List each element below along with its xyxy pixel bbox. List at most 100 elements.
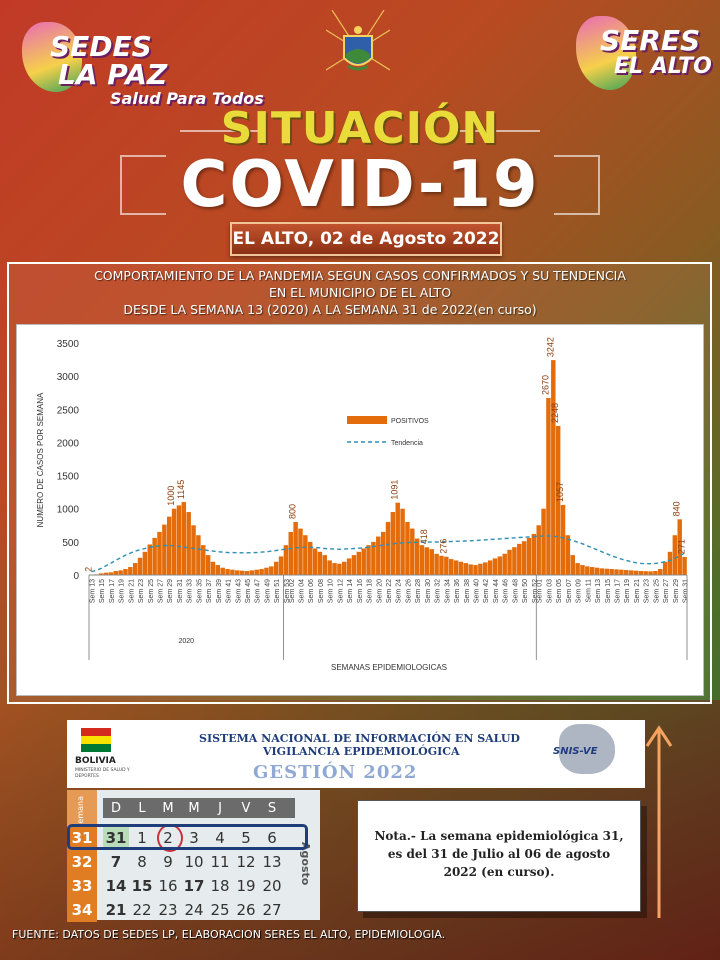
bar-positivos	[444, 556, 449, 575]
calendar-header-row: D L M M J V S	[103, 796, 285, 820]
bar-positivos	[283, 545, 289, 575]
x-tick-label: Sem 18	[367, 579, 374, 603]
calendar-day: 22	[132, 901, 152, 919]
calendar-day: 11	[210, 853, 230, 871]
x-tick-label: Sem 23	[138, 579, 145, 603]
x-tick-label: Sem 40	[474, 579, 481, 603]
bar-positivos	[356, 551, 362, 575]
bar-positivos	[653, 571, 658, 575]
bar-positivos	[235, 570, 240, 575]
bar-positivos	[128, 567, 133, 575]
bar-positivos	[210, 561, 216, 575]
bar-positivos	[555, 425, 561, 575]
bar-positivos	[196, 535, 201, 575]
x-tick-label: Sem 52	[532, 579, 539, 603]
x-tick-label: Sem 50	[522, 579, 529, 603]
bar-positivos	[152, 537, 157, 575]
calendar-day: 10	[184, 853, 204, 871]
bar-positivos	[298, 528, 303, 575]
bar-positivos	[254, 569, 259, 575]
x-tick-label: Sem 27	[157, 579, 164, 603]
x-tick-label: Sem 41	[226, 579, 233, 603]
bar-positivos	[361, 548, 366, 575]
y-tick-label: 1500	[57, 472, 80, 483]
calendar-day: 19	[236, 877, 256, 895]
chart-area: 0 500 1000 1500 2000 2500 3000 3500 NUMERO DE CA…	[16, 324, 704, 696]
bar-positivos	[633, 570, 639, 575]
bar-positivos	[371, 541, 376, 575]
bar-positivos	[487, 560, 493, 575]
bar-positivos	[191, 525, 196, 575]
x-tick-label: Sem 23	[644, 579, 651, 603]
bar-positivos	[662, 561, 668, 575]
x-tick-label: Sem 45	[245, 579, 252, 603]
bar-positivos	[619, 569, 624, 575]
bar-positivos	[157, 531, 162, 575]
calendar-day: 2	[163, 829, 173, 847]
bar-positivos	[628, 570, 634, 575]
source-note: FUENTE: DATOS DE SEDES LP, ELABORACION S…	[12, 928, 446, 941]
bar-positivos	[648, 571, 653, 575]
x-tick-label: Sem 21	[634, 579, 641, 603]
x-tick-label: Sem 31	[177, 579, 184, 603]
bar-positivos	[137, 557, 143, 575]
day-header: D	[110, 800, 121, 816]
bar-positivos	[366, 545, 371, 575]
x-tick-label: Sem 34	[444, 579, 451, 603]
x-tick-label: Sem 24	[396, 579, 403, 603]
snis-title: SISTEMA NACIONAL DE INFORMACIÓN EN SALUD	[199, 732, 520, 745]
x-tick-label: Sem 16	[357, 579, 364, 603]
bar-positivos	[98, 573, 104, 575]
bar-positivos	[478, 563, 483, 575]
bar-positivos	[594, 567, 600, 575]
bar-positivos	[186, 512, 191, 575]
x-tick-label: Sem 33	[187, 579, 194, 603]
x-tick-label: Sem 26	[405, 579, 412, 603]
x-tick-label: Sem 20	[376, 579, 383, 603]
x-tick-label: Sem 48	[512, 579, 519, 603]
x-tick-label: Sem 03	[546, 579, 553, 603]
bolivia-map-icon	[559, 724, 615, 774]
bar-positivos	[604, 568, 610, 575]
x-tick-label: Sem 46	[503, 579, 510, 603]
bar-positivos	[643, 571, 648, 575]
bar-positivos	[414, 538, 420, 575]
calendar-current-week-outline	[67, 824, 308, 850]
calendar-day: 26	[236, 901, 256, 919]
bar-positivos	[322, 555, 328, 575]
calendar-day: 31	[105, 829, 127, 847]
calendar-day: 5	[241, 829, 251, 847]
x-tick-label: Sem 11	[585, 579, 592, 603]
bar-positivos	[239, 570, 245, 575]
day-header: L	[138, 800, 146, 816]
x-tick-label: Sem 15	[99, 579, 106, 603]
bar-positivos	[638, 571, 644, 575]
bar-positivos	[463, 563, 469, 575]
bolivia-emblem-icon	[81, 728, 111, 752]
x-tick-label: Sem 05	[556, 579, 563, 603]
seres-logo-shape	[576, 16, 636, 90]
bar-positivos	[395, 502, 400, 575]
bar-positivos	[419, 545, 425, 575]
gestion-label: GESTIÓN 2022	[253, 762, 418, 783]
bar-positivos	[473, 565, 478, 575]
calendar-week-row: 33 14 15 16 17 18 19 20	[67, 874, 285, 898]
legend-swatch-positivos	[347, 416, 387, 424]
bar-positivos	[215, 565, 221, 575]
title-line-right	[460, 130, 540, 132]
y-tick-label: 500	[62, 538, 79, 549]
x-tick-label: Sem 29	[167, 579, 174, 603]
calendar-week-row: 34 21 22 23 24 25 26 27	[67, 898, 285, 922]
bar-positivos	[609, 569, 614, 575]
x-tick-label: Sem 07	[566, 579, 573, 603]
y-tick-label: 3000	[57, 372, 80, 383]
x-tick-label: Sem 19	[119, 579, 126, 603]
bar-positivos	[273, 561, 279, 575]
day-header: J	[218, 800, 222, 816]
bar-positivos	[614, 569, 619, 575]
day-header: M	[162, 800, 174, 816]
y-tick-label: 2000	[57, 438, 80, 449]
snis-logo: SNIS-VE	[553, 746, 598, 757]
bar-positivos	[166, 516, 172, 575]
